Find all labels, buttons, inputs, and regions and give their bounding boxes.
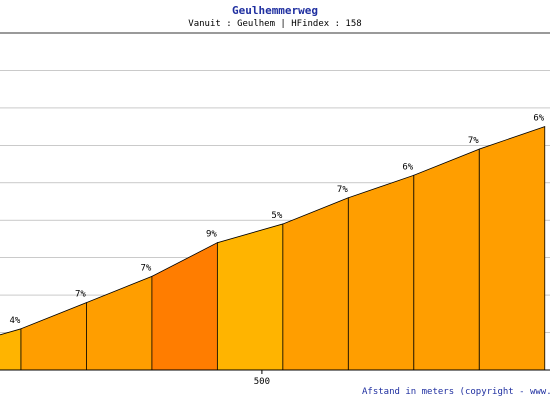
chart-subtitle: Vanuit : Geulhem | HFindex : 158 — [188, 19, 362, 29]
gradient-segment-6 — [282, 197, 349, 371]
gradient-segment-3 — [86, 275, 153, 371]
gradient-segment-5 — [216, 223, 284, 371]
gradient-segment-4 — [151, 242, 218, 371]
grade-label-6: 7% — [337, 185, 348, 195]
grade-label-9: 6% — [533, 114, 544, 124]
x-tick-label: 500 — [254, 377, 270, 387]
grade-label-1: 4% — [10, 316, 21, 326]
gradient-segment-2 — [20, 302, 87, 371]
chart-title: Geulhemmerweg — [231, 4, 319, 17]
gradient-segment-9 — [478, 126, 546, 371]
grade-label-4: 9% — [206, 230, 217, 240]
grade-label-2: 7% — [75, 290, 86, 300]
gradient-segment-1 — [0, 328, 22, 371]
grade-label-8: 7% — [468, 136, 479, 146]
gradient-segments — [0, 126, 546, 371]
grade-label-5: 5% — [271, 211, 282, 221]
grade-labels: 4% 7% 7% 9% 5% 7% 6% 7% 6% — [10, 114, 545, 326]
x-axis: 500 — [0, 369, 550, 387]
gradient-segment-7 — [347, 174, 415, 371]
gradient-segment-8 — [413, 148, 480, 371]
footer-credit: Afstand in meters (copyright - www.hard — [362, 387, 550, 397]
grade-label-3: 7% — [140, 263, 151, 273]
grade-label-7: 6% — [402, 162, 413, 172]
